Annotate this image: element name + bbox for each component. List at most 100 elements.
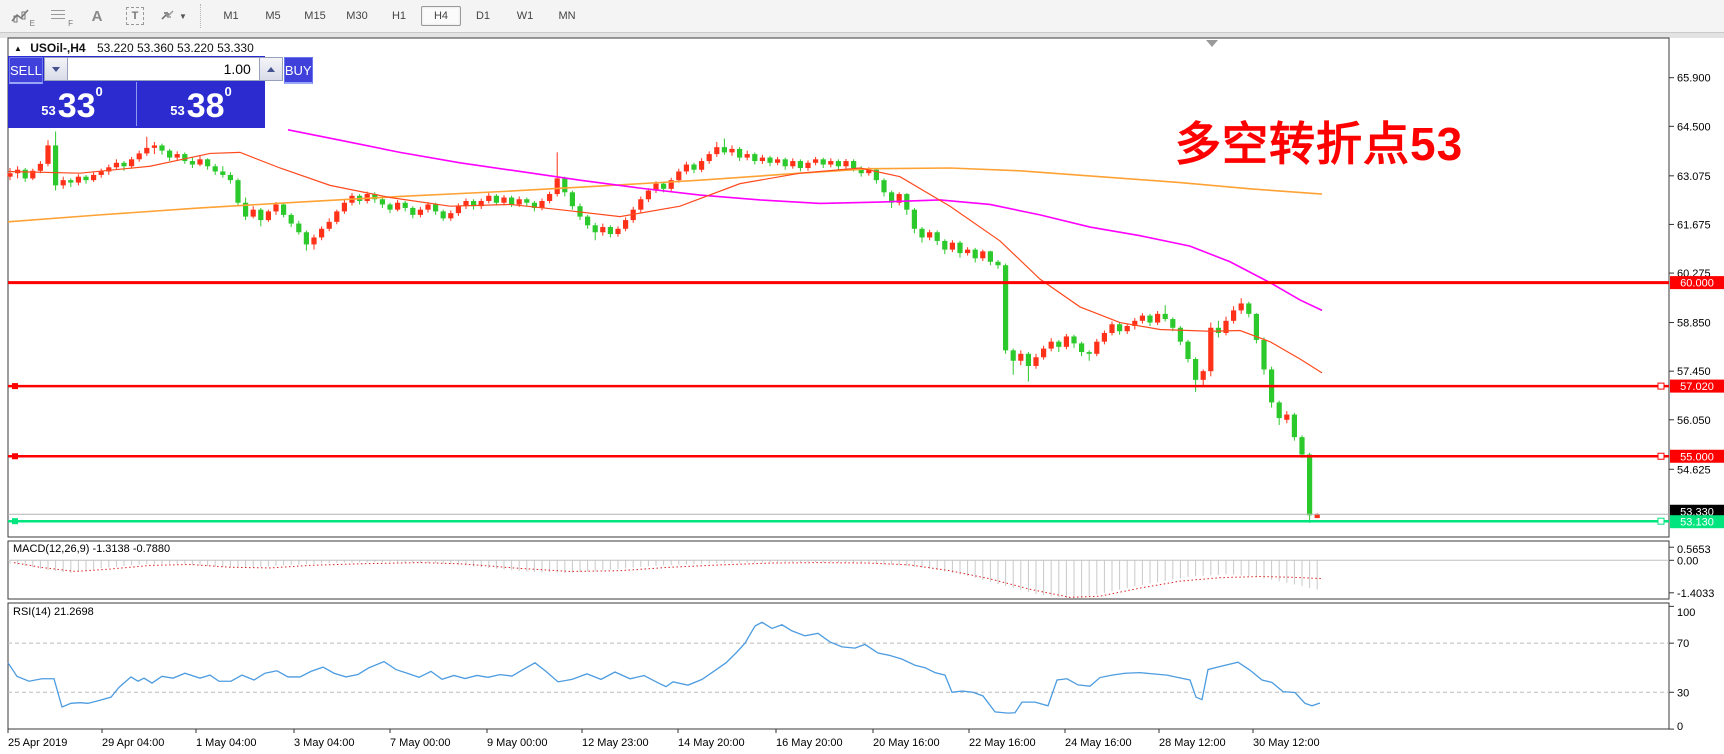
macd-pane-frame	[7, 540, 1670, 600]
candle-body	[965, 249, 971, 254]
candle-body	[995, 261, 1001, 266]
candle-body	[1215, 327, 1221, 333]
candle-body	[1048, 341, 1054, 349]
sell-button[interactable]: SELL	[9, 57, 43, 84]
rsi-tick-label: 0	[1677, 721, 1683, 733]
text-box-icon[interactable]: T	[118, 3, 152, 29]
candle-body	[592, 225, 598, 233]
indicators-icon[interactable]: E	[4, 3, 38, 29]
candle-body	[395, 202, 401, 210]
candle-body	[189, 161, 195, 165]
candle-body	[516, 199, 522, 205]
candle-body	[243, 202, 249, 217]
candle-body	[797, 161, 803, 168]
buy-price[interactable]: 53 38 0	[170, 84, 232, 125]
candle-body	[858, 167, 864, 174]
candle-body	[463, 200, 469, 207]
candle-body	[919, 228, 925, 238]
timeframe-button-MN[interactable]: MN	[558, 10, 576, 22]
letter-a-icon[interactable]: A	[91, 7, 103, 25]
arrow-tools-icon[interactable]: ▼	[156, 3, 190, 29]
candle-body	[942, 240, 948, 250]
candle-body	[1018, 353, 1024, 361]
buy-button[interactable]: BUY	[283, 57, 313, 84]
volume-increase-button[interactable]	[258, 57, 283, 81]
candle-body	[911, 209, 917, 229]
candle-body	[752, 154, 758, 162]
candle-body	[91, 174, 97, 181]
price-badge	[1670, 379, 1724, 393]
candle-body	[1025, 353, 1031, 366]
candle-body	[448, 213, 454, 219]
candle-body	[1170, 319, 1176, 328]
candle-body	[607, 227, 613, 234]
time-tick-label: 3 May 04:00	[294, 737, 355, 749]
candle-body	[1094, 341, 1100, 354]
timeframe-button-M30[interactable]: M30	[346, 10, 368, 22]
candle-body	[1162, 313, 1168, 320]
candle-body	[790, 161, 796, 167]
candle-body	[615, 228, 621, 234]
timeframe-button-M15[interactable]: M15	[304, 10, 326, 22]
candle-body	[159, 145, 165, 151]
rsi-tick-label: 70	[1677, 638, 1689, 650]
timeframe-button-H1[interactable]: H1	[391, 10, 407, 22]
time-tick-label: 28 May 12:00	[1159, 737, 1226, 749]
timeframe-button-M1[interactable]: M1	[223, 10, 239, 22]
candle-body	[1063, 336, 1069, 347]
candle-body	[828, 161, 834, 165]
line-endpoint-marker	[1657, 382, 1665, 390]
candle-body	[569, 192, 575, 207]
volume-decrease-button[interactable]	[43, 57, 68, 81]
candle-body	[151, 145, 157, 148]
time-tick-label: 24 May 16:00	[1065, 737, 1132, 749]
candle-body	[372, 194, 378, 200]
candle-body	[554, 178, 560, 195]
symbol-label: USOil-,H4	[30, 41, 86, 55]
candle-body	[167, 150, 173, 158]
candle-body	[873, 169, 879, 181]
price-badge-label: 60.000	[1680, 278, 1714, 290]
candle-body	[539, 200, 545, 208]
candle-body	[737, 148, 743, 158]
candle-body	[653, 183, 659, 191]
grid-icon[interactable]: F	[42, 3, 76, 29]
candle-body	[326, 221, 332, 229]
candle-body	[1132, 320, 1138, 327]
candle-body	[1177, 327, 1183, 342]
candle-body	[387, 204, 393, 210]
candle-body	[661, 183, 667, 189]
candle-body	[668, 180, 674, 189]
candle-body	[144, 147, 150, 154]
ma-fast-redorange	[7, 151, 1323, 374]
candle-body	[1147, 315, 1153, 323]
candle-body	[129, 159, 135, 167]
candle-body	[987, 251, 993, 262]
ohlc-values: 53.220 53.360 53.220 53.330	[96, 41, 254, 55]
volume-input[interactable]	[67, 57, 259, 81]
candle-body	[1124, 326, 1130, 332]
volume-stepper	[43, 57, 283, 81]
candle-body	[83, 176, 89, 181]
candle-body	[486, 195, 492, 201]
candle-body	[1139, 315, 1145, 321]
rsi-pane-frame	[7, 602, 1670, 730]
candle-body	[1284, 414, 1290, 420]
time-tick-label: 25 Apr 2019	[8, 737, 67, 749]
timeframe-button-W1[interactable]: W1	[516, 10, 534, 22]
candle-body	[106, 167, 112, 172]
candle-body	[121, 162, 127, 167]
one-click-toggle[interactable]: ▲	[14, 44, 22, 53]
candle-body	[805, 162, 811, 168]
macd-tick-label: 0.00	[1677, 555, 1698, 567]
macd-indicator-label: MACD(12,26,9) -1.3138 -0.7880	[13, 543, 171, 555]
candle-body	[471, 200, 477, 207]
timeframe-button-D1[interactable]: D1	[475, 10, 491, 22]
timeframe-button-H4[interactable]: H4	[421, 6, 461, 26]
price-badge-label: 55.000	[1680, 451, 1714, 463]
sell-price[interactable]: 53 33 0	[8, 82, 137, 126]
candle-body	[759, 157, 765, 162]
timeframe-buttons: M1 M5 M15 M30 H1 H4 D1 W1 MN	[210, 6, 588, 26]
candle-body	[1200, 371, 1206, 380]
timeframe-button-M5[interactable]: M5	[265, 10, 281, 22]
